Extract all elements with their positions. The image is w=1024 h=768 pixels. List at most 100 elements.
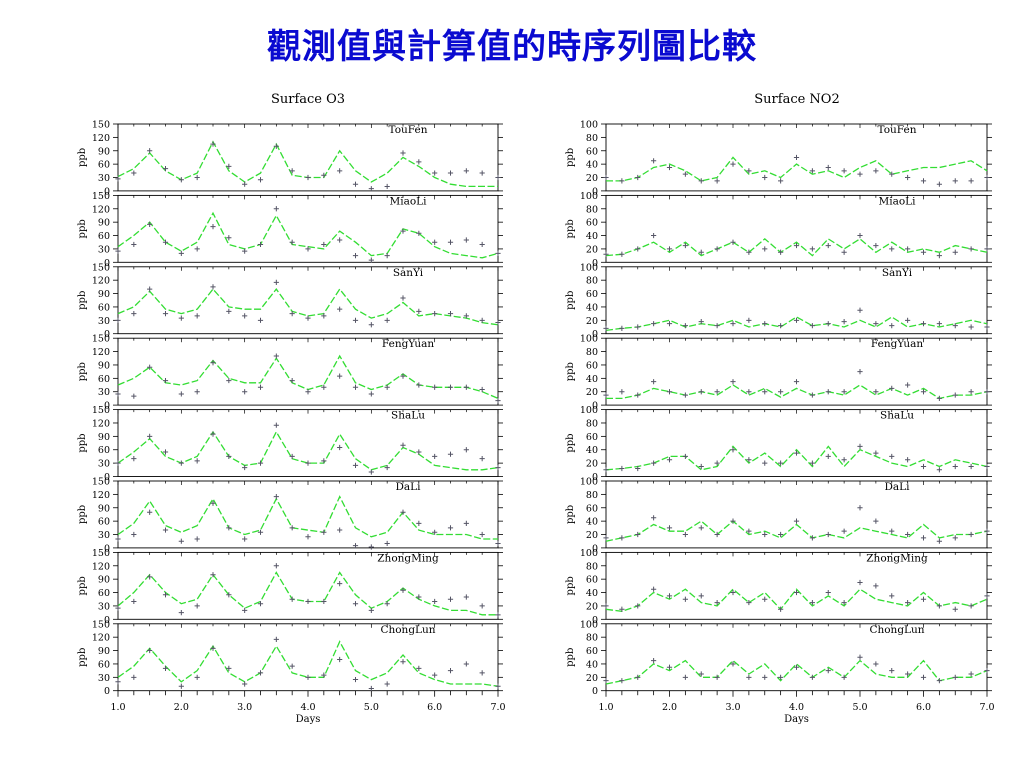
surface-no2-toufen-ytick-label: 20: [586, 173, 598, 184]
surface-no2-miaoli-observed-point: [905, 246, 911, 252]
surface-o3-sanyi-observed-point: [162, 311, 169, 317]
surface-no2-zhongming-observed-point: [968, 603, 974, 609]
surface-no2-chonglun-observed-point: [825, 668, 831, 674]
surface-o3-zhongming-observed-point: [495, 612, 501, 618]
surface-no2-miaoli-observed-point: [873, 242, 879, 249]
surface-o3-dali-ylabel: ppb: [77, 505, 88, 524]
surface-o3-chonglun-observed-point: [416, 665, 422, 671]
surface-o3-shalu-observed-point: [495, 464, 501, 471]
surface-o3-chonglun-observed-point: [178, 683, 184, 689]
surface-o3-fengyuan-frame: [117, 337, 499, 406]
surface-no2-zhongming-ytick-label: 20: [586, 601, 598, 612]
surface-no2-toufen-observed-point: [905, 174, 911, 181]
surface-no2-zhongming-observed-point: [809, 599, 815, 606]
surface-no2-sanyi-ytick-label: 60: [586, 289, 598, 300]
surface-o3-miaoli-observed-point: [242, 248, 248, 254]
surface-no2-sanyi-ytick-label: 20: [586, 316, 598, 327]
surface-no2-fengyuan-observed-point: [841, 389, 847, 395]
surface-no2-toufen-ytick-label: 0: [592, 186, 598, 197]
surface-o3-toufen-observed-point: [115, 176, 121, 182]
surface-no2-toufen-observed-point: [778, 178, 784, 184]
surface-o3-dali-observed-point: [463, 520, 469, 526]
surface-no2-sanyi-observed-point: [793, 317, 800, 323]
surface-o3-miaoli-ytick-label: 30: [98, 244, 110, 255]
surface-no2-shalu-observed-point: [603, 467, 609, 473]
surface-no2-zhongming-observed-point: [857, 579, 863, 586]
surface-no2-dali-observed-point: [778, 531, 784, 538]
surface-no2-shalu-observed-point: [762, 460, 768, 466]
surface-no2-miaoli-observed-point: [778, 249, 784, 255]
surface-no2-zhongming-observed-point: [873, 583, 879, 589]
surface-no2-toufen-panel: 0 20 40 60 80 100 ppb TouFen: [565, 120, 992, 197]
surface-no2-fengyuan-observed-point: [857, 369, 863, 375]
surface-no2-chonglun-observed-point: [651, 657, 657, 664]
surface-no2-dali-observed-point: [635, 531, 641, 538]
surface-no2-miaoli-ytick-label: 80: [586, 204, 598, 215]
surface-no2-fengyuan-ytick-label: 80: [586, 347, 598, 358]
surface-o3-chonglun-observed-point: [131, 674, 137, 680]
surface-no2-miaoli-observed-point: [746, 249, 752, 255]
surface-o3-fengyuan-ytick-label: 0: [104, 401, 110, 412]
surface-o3-fengyuan-ytick-label: 120: [92, 347, 110, 358]
surface-o3-sanyi-observed-point: [131, 311, 137, 317]
surface-no2-dali-observed-point: [603, 535, 609, 541]
surface-o3-dali-observed-point: [147, 509, 153, 515]
surface-no2-shalu-observed-point: [968, 463, 974, 470]
surface-no2-chonglun-observed-point: [746, 674, 752, 680]
surface-no2-miaoli-ylabel: ppb: [565, 219, 576, 238]
surface-o3-fengyuan-observed-point: [337, 373, 343, 379]
surface-no2-sanyi-observed-point: [619, 325, 625, 331]
surface-no2-fengyuan-ytick-label: 100: [580, 334, 598, 345]
surface-no2-zhongming-ytick-label: 40: [586, 588, 598, 599]
surface-no2-dali-ytick-label: 0: [592, 543, 598, 554]
surface-no2-chonglun-observed-point: [635, 674, 641, 680]
surface-o3-zhongming-observed-point: [194, 603, 200, 609]
surface-no2-chonglun-ytick-label: 40: [586, 659, 598, 670]
surface-no2-toufen-observed-point: [666, 164, 673, 171]
surface-o3-toufen-observed-point: [147, 148, 153, 154]
surface-o3-xtick-label: 5.0: [364, 702, 379, 713]
surface-no2-toufen-observed-point: [651, 158, 657, 164]
surface-o3-shalu-ylabel: ppb: [77, 433, 88, 452]
surface-o3-fengyuan-observed-point: [210, 360, 216, 366]
surface-o3-shalu-observed-point: [178, 460, 184, 466]
surface-no2-miaoli-ytick-label: 40: [586, 231, 598, 242]
surface-no2-toufen-ytick-label: 100: [580, 120, 598, 131]
surface-o3-shalu-ytick-label: 120: [92, 418, 110, 429]
chart-surface-o3: Surface O3 0 30 60 90 120 150 ppb TouFen 0 30 60 90 1…: [77, 92, 506, 725]
surface-o3-toufen-observed-point: [242, 181, 248, 187]
surface-o3-sanyi-observed-point: [178, 315, 184, 321]
surface-no2-miaoli-observed-point: [682, 242, 688, 249]
surface-o3-sanyi-observed-point: [242, 313, 248, 319]
surface-no2-fengyuan-ytick-label: 0: [592, 401, 598, 412]
surface-no2-sanyi-observed-point: [936, 321, 942, 327]
surface-o3-fengyuan-observed-point: [495, 398, 501, 404]
surface-no2-fengyuan-observed-point: [825, 389, 831, 395]
surface-o3-shalu-ytick-label: 30: [98, 459, 110, 470]
chart-surface-no2: Surface NO2 0 20 40 60 80 100 ppb TouFen 0 20 40 60 8…: [565, 92, 995, 725]
surface-no2-sanyi-observed-point: [730, 321, 736, 327]
surface-o3-zhongming-observed-point: [147, 574, 153, 580]
surface-no2-dali-observed-point: [984, 528, 990, 534]
surface-no2-zhongming-observed-point: [984, 593, 990, 599]
surface-o3-sanyi-observed-point: [432, 311, 438, 317]
surface-o3-chonglun-observed-point: [495, 683, 501, 689]
surface-o3-chonglun-station-label: ChongLun: [380, 624, 435, 636]
surface-no2-chonglun-observed-point: [968, 671, 974, 677]
surface-no2-dali-station-label: DaLi: [884, 481, 910, 493]
surface-o3-shalu-observed-point: [447, 451, 454, 457]
surface-o3-xtick-label: 6.0: [427, 702, 442, 713]
surface-o3-shalu-station-label: ShaLu: [391, 410, 425, 422]
surface-no2-sanyi-ytick-label: 100: [580, 262, 598, 273]
surface-no2-shalu-observed-point: [873, 450, 879, 456]
surface-o3-shalu-observed-point: [384, 464, 390, 471]
surface-o3-chonglun-observed-point: [463, 661, 469, 667]
surface-o3-chonglun-frame: [117, 623, 499, 692]
surface-o3-toufen-observed-point: [289, 168, 295, 174]
surface-o3-sanyi-observed-point: [384, 317, 390, 323]
surface-no2-shalu-observed-point: [651, 460, 657, 466]
surface-no2-zhongming-observed-point: [778, 606, 784, 612]
surface-o3-chonglun-observed-point: [257, 670, 264, 676]
surface-o3-fengyuan-observed-point: [352, 384, 359, 390]
surface-o3-fengyuan-observed-point: [305, 389, 311, 395]
